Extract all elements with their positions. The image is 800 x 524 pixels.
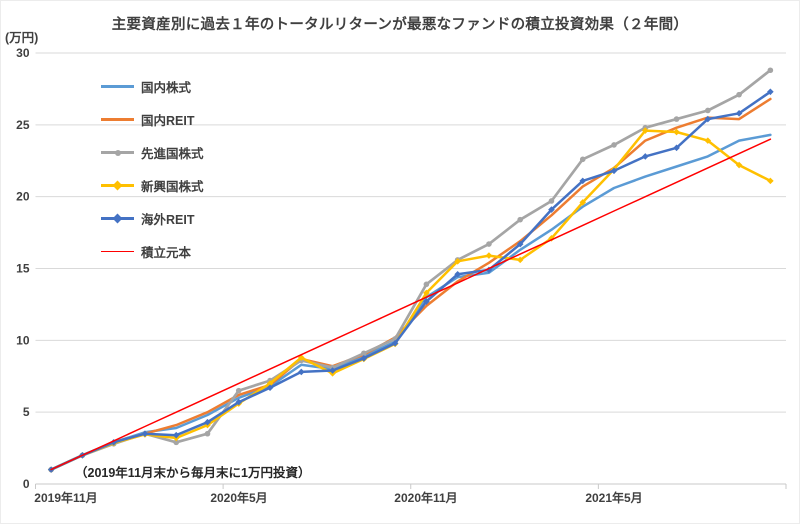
series-marker-新興国株式	[266, 380, 274, 387]
series-marker-海外REIT	[298, 368, 305, 376]
x-tick-label: 2020年5月	[210, 490, 267, 505]
series-marker-海外REIT	[610, 167, 618, 175]
series-marker-先進国株式	[204, 430, 211, 437]
legend-label: 新興国株式	[141, 180, 204, 194]
series-marker-先進国株式	[423, 281, 430, 288]
series-marker-海外REIT	[423, 298, 430, 305]
legend-line-swatch	[101, 148, 134, 158]
series-marker-海外REIT	[266, 384, 274, 392]
series-marker-先進国株式	[736, 91, 742, 98]
annotation: （2019年11月末から毎月末に1万円投資）	[75, 466, 311, 480]
legend-line-swatch	[101, 82, 134, 92]
series-marker-海外REIT	[579, 177, 587, 185]
legend-line-swatch	[101, 115, 134, 125]
x-tick-label: 2020年11月	[394, 490, 457, 505]
y-axis-unit-label: (万円)	[5, 31, 39, 45]
diamond-marker-icon	[112, 180, 123, 191]
series-marker-海外REIT	[673, 144, 680, 152]
legend-item-海外REIT: 海外REIT	[101, 202, 204, 235]
y-tick-label: 15	[16, 262, 30, 276]
legend-item-先進国株式: 先進国株式	[101, 136, 204, 169]
series-marker-海外REIT	[141, 430, 149, 438]
series-marker-海外REIT	[767, 88, 774, 96]
legend-item-国内株式: 国内株式	[101, 70, 204, 103]
y-tick-label: 0	[23, 477, 30, 491]
chart-title: 主要資産別に過去１年のトータルリターンが最悪なファンドの積立投資効果（２年間）	[111, 17, 689, 33]
series-marker-海外REIT	[172, 431, 180, 439]
series-marker-新興国株式	[298, 354, 305, 361]
legend-label: 国内REIT	[141, 114, 195, 128]
legend-label: 先進国株式	[141, 147, 204, 161]
y-tick-label: 20	[16, 190, 30, 204]
diamond-marker-icon	[112, 213, 123, 224]
series-marker-海外REIT	[391, 339, 399, 347]
series-marker-新興国株式	[641, 127, 649, 134]
series-marker-先進国株式	[611, 142, 617, 148]
legend-label: 積立元本	[141, 246, 192, 260]
series-marker-新興国株式	[516, 256, 524, 264]
series-marker-海外REIT	[454, 270, 461, 278]
series-marker-先進国株式	[486, 241, 492, 247]
series-line-積立元本	[50, 138, 772, 471]
series-marker-海外REIT	[360, 354, 368, 362]
series-marker-海外REIT	[329, 367, 336, 374]
series-marker-海外REIT	[235, 398, 243, 406]
legend-item-積立元本: 積立元本	[101, 235, 204, 268]
series-marker-先進国株式	[767, 67, 774, 74]
series-marker-先進国株式	[173, 439, 180, 446]
series-marker-海外REIT	[704, 115, 712, 123]
series-marker-先進国株式	[673, 116, 680, 122]
series-marker-新興国株式	[454, 258, 461, 265]
series-marker-新興国株式	[579, 199, 587, 206]
series-marker-新興国株式	[673, 128, 680, 136]
series-marker-海外REIT	[516, 240, 524, 248]
series-line-先進国株式	[49, 68, 772, 471]
series-marker-新興国株式	[548, 235, 555, 242]
legend-item-国内REIT: 国内REIT	[101, 103, 204, 136]
series-line-新興国株式	[49, 129, 772, 471]
series-marker-海外REIT	[641, 153, 649, 160]
series-marker-先進国株式	[361, 350, 367, 357]
series-marker-海外REIT	[110, 439, 117, 446]
series-marker-新興国株式	[735, 161, 743, 169]
series-marker-海外REIT	[548, 206, 555, 213]
series-line-海外REIT	[49, 90, 772, 471]
y-tick-label: 30	[16, 46, 30, 60]
series-marker-新興国株式	[485, 252, 493, 259]
series-marker-海外REIT	[735, 110, 743, 117]
series-marker-先進国株式	[517, 216, 523, 223]
series-marker-新興国株式	[767, 177, 774, 185]
legend-line-swatch	[101, 213, 134, 224]
series-marker-海外REIT	[204, 418, 211, 426]
legend-item-新興国株式: 新興国株式	[101, 169, 204, 202]
circle-marker-icon	[114, 149, 121, 156]
series-marker-新興国株式	[704, 137, 712, 144]
series-marker-先進国株式	[579, 156, 586, 163]
x-tick-label: 2021年5月	[585, 490, 642, 505]
series-marker-新興国株式	[423, 289, 430, 297]
y-tick-label: 5	[23, 405, 30, 419]
legend-line-swatch	[101, 247, 134, 257]
series-marker-先進国株式	[548, 198, 555, 204]
series-marker-海外REIT	[485, 266, 493, 274]
legend-line-swatch	[101, 180, 134, 191]
series-marker-先進国株式	[705, 107, 711, 114]
legend-label: 海外REIT	[141, 213, 195, 227]
series-marker-先進国株式	[235, 387, 242, 394]
legend: 国内株式国内REIT 先進国株式新興国株式海外REIT 積立元本	[101, 70, 204, 268]
y-tick-label: 10	[16, 333, 30, 347]
x-tick-label: 2019年11月	[34, 490, 97, 505]
legend-label: 国内株式	[141, 81, 192, 95]
y-tick-label: 25	[16, 118, 30, 132]
